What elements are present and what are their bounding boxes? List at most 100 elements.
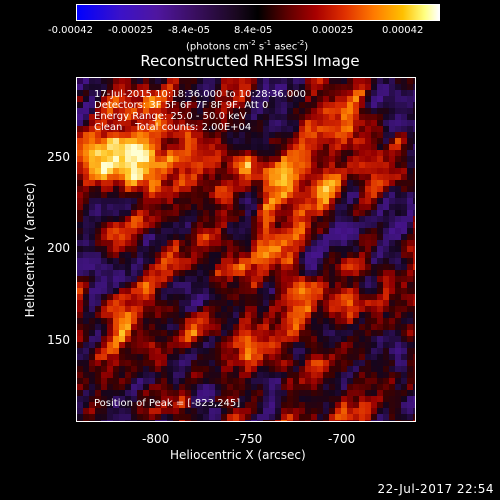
image-pixel bbox=[167, 252, 173, 258]
image-pixel bbox=[137, 108, 143, 114]
image-pixel bbox=[323, 246, 329, 252]
image-pixel bbox=[245, 366, 251, 372]
image-pixel bbox=[239, 192, 245, 198]
image-pixel bbox=[113, 228, 119, 234]
image-pixel bbox=[125, 120, 131, 126]
image-pixel bbox=[221, 132, 227, 138]
image-pixel bbox=[107, 126, 113, 132]
image-pixel bbox=[353, 270, 359, 276]
image-pixel bbox=[269, 186, 275, 192]
image-pixel bbox=[215, 120, 221, 126]
image-pixel bbox=[251, 138, 257, 144]
image-pixel bbox=[185, 96, 191, 102]
image-pixel bbox=[395, 384, 401, 390]
image-pixel bbox=[185, 300, 191, 306]
image-pixel bbox=[215, 90, 221, 96]
image-pixel bbox=[227, 198, 233, 204]
image-pixel bbox=[377, 192, 383, 198]
colorbar-units-mid2: asec bbox=[271, 41, 298, 53]
image-pixel bbox=[407, 246, 413, 252]
image-pixel bbox=[257, 342, 263, 348]
image-pixel bbox=[293, 288, 299, 294]
image-pixel bbox=[179, 198, 185, 204]
image-pixel bbox=[83, 276, 89, 282]
image-pixel bbox=[335, 414, 341, 420]
image-pixel bbox=[239, 216, 245, 222]
image-pixel bbox=[155, 312, 161, 318]
image-pixel bbox=[215, 126, 221, 132]
image-pixel bbox=[389, 360, 395, 366]
image-pixel bbox=[371, 348, 377, 354]
image-pixel bbox=[383, 258, 389, 264]
image-pixel bbox=[347, 420, 353, 421]
image-pixel bbox=[293, 264, 299, 270]
image-pixel bbox=[185, 126, 191, 132]
image-pixel bbox=[77, 318, 83, 324]
image-pixel bbox=[275, 354, 281, 360]
image-pixel bbox=[245, 228, 251, 234]
image-pixel bbox=[293, 312, 299, 318]
image-pixel bbox=[83, 360, 89, 366]
image-pixel bbox=[389, 288, 395, 294]
image-pixel bbox=[125, 414, 131, 420]
image-pixel bbox=[89, 210, 95, 216]
image-pixel bbox=[149, 216, 155, 222]
image-pixel bbox=[251, 186, 257, 192]
image-pixel bbox=[233, 312, 239, 318]
image-pixel bbox=[149, 264, 155, 270]
image-pixel bbox=[395, 336, 401, 342]
image-pixel bbox=[101, 150, 107, 156]
image-pixel bbox=[191, 180, 197, 186]
image-pixel bbox=[287, 288, 293, 294]
image-pixel bbox=[125, 186, 131, 192]
image-pixel bbox=[365, 372, 371, 378]
image-pixel bbox=[89, 192, 95, 198]
image-pixel bbox=[221, 144, 227, 150]
image-pixel bbox=[401, 336, 407, 342]
image-pixel bbox=[347, 384, 353, 390]
image-pixel bbox=[251, 210, 257, 216]
image-pixel bbox=[359, 318, 365, 324]
image-pixel bbox=[77, 228, 83, 234]
image-pixel bbox=[263, 390, 269, 396]
image-pixel bbox=[77, 216, 83, 222]
image-pixel bbox=[83, 264, 89, 270]
image-pixel bbox=[329, 342, 335, 348]
image-pixel bbox=[101, 204, 107, 210]
image-pixel bbox=[377, 246, 383, 252]
image-pixel bbox=[269, 390, 275, 396]
image-pixel bbox=[269, 126, 275, 132]
image-pixel bbox=[287, 246, 293, 252]
image-pixel bbox=[275, 402, 281, 408]
image-pixel bbox=[311, 150, 317, 156]
image-pixel bbox=[137, 408, 143, 414]
image-pixel bbox=[89, 252, 95, 258]
image-pixel bbox=[257, 270, 263, 276]
image-pixel bbox=[383, 78, 389, 84]
image-pixel bbox=[305, 288, 311, 294]
image-pixel bbox=[83, 402, 89, 408]
image-pixel bbox=[377, 384, 383, 390]
image-pixel bbox=[281, 90, 287, 96]
image-pixel bbox=[125, 366, 131, 372]
image-pixel bbox=[305, 108, 311, 114]
image-pixel bbox=[305, 348, 311, 354]
image-pixel bbox=[365, 348, 371, 354]
image-pixel bbox=[287, 186, 293, 192]
image-pixel bbox=[275, 372, 281, 378]
image-pixel bbox=[107, 372, 113, 378]
image-pixel bbox=[113, 120, 119, 126]
image-pixel bbox=[101, 264, 107, 270]
image-pixel bbox=[203, 156, 209, 162]
image-pixel bbox=[389, 168, 395, 174]
image-pixel bbox=[167, 306, 173, 312]
image-pixel bbox=[125, 378, 131, 384]
image-pixel bbox=[191, 132, 197, 138]
image-pixel bbox=[347, 198, 353, 204]
image-pixel bbox=[107, 132, 113, 138]
image-pixel bbox=[95, 102, 101, 108]
image-pixel bbox=[185, 186, 191, 192]
image-pixel bbox=[227, 126, 233, 132]
image-pixel bbox=[329, 168, 335, 174]
image-pixel bbox=[233, 384, 239, 390]
